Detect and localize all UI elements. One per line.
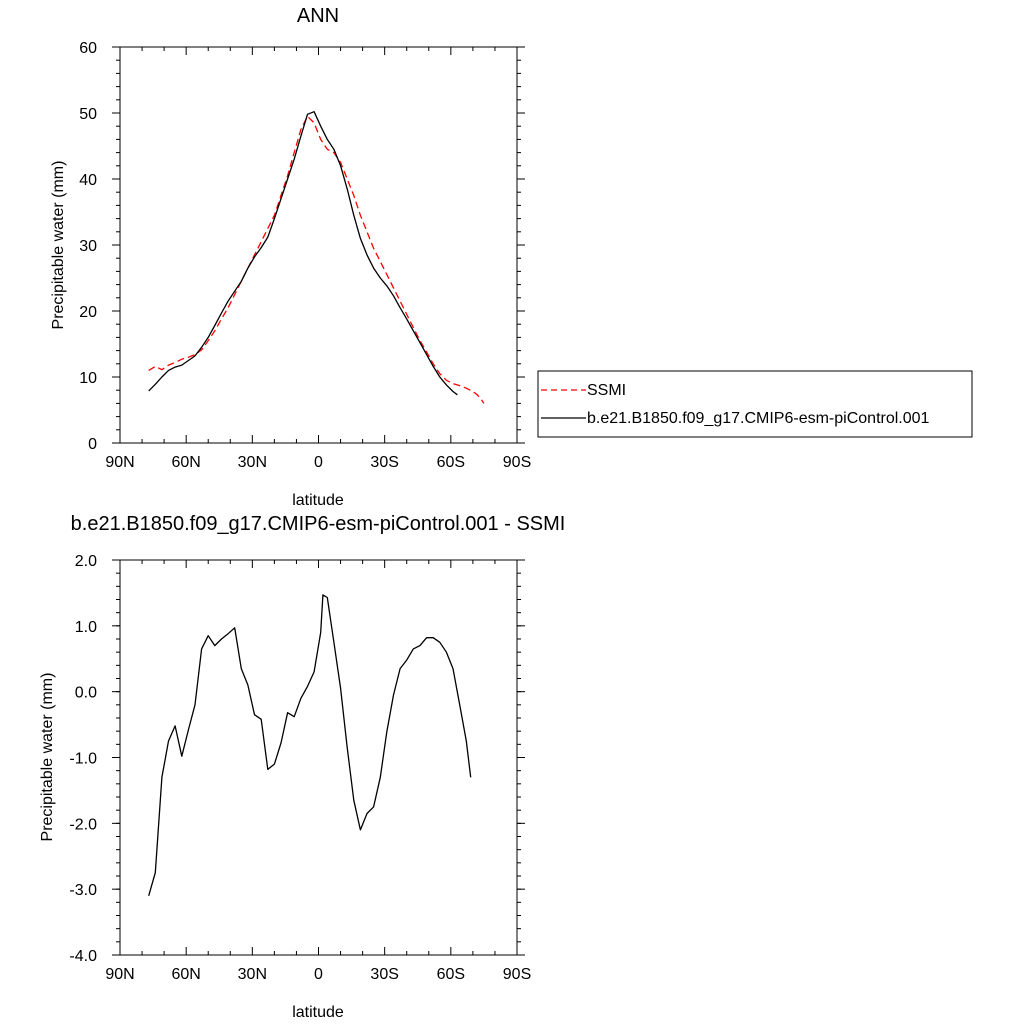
x-tick-label: 60S	[437, 454, 465, 471]
y-axis-label: Precipitable water (mm)	[50, 161, 67, 330]
x-tick-label: 30S	[370, 454, 398, 471]
x-tick-label: 90S	[503, 966, 531, 983]
y-tick-labels: -4.0 -3.0 -2.0 -1.0 0.0 1.0 2.0	[69, 553, 97, 965]
y-tick-label: 0.0	[75, 685, 97, 702]
tick-marks	[112, 559, 525, 956]
tick-marks	[112, 46, 525, 444]
y-tick-label: 2.0	[75, 553, 97, 570]
series-line-ssmi	[148, 115, 485, 404]
y-tick-label: -2.0	[69, 816, 97, 833]
x-tick-label: 60N	[171, 454, 200, 471]
y-tick-label: -1.0	[69, 751, 97, 768]
legend-label-model: b.e21.B1850.f09_g17.CMIP6-esm-piControl.…	[587, 410, 930, 427]
series-line-model	[148, 111, 458, 396]
y-axis-label: Precipitable water (mm)	[39, 673, 56, 842]
data-lines	[148, 594, 472, 896]
plot-frame	[119, 559, 518, 956]
y-tick-labels: 0 10 20 30 40 50 60	[79, 40, 97, 453]
y-tick-label: -3.0	[69, 882, 97, 899]
x-axis-label: latitude	[292, 492, 344, 509]
x-axis-label: latitude	[292, 1004, 344, 1021]
data-lines	[148, 111, 485, 404]
x-tick-label: 30N	[238, 966, 267, 983]
x-tick-label: 30S	[370, 966, 398, 983]
x-tick-labels: 90N 60N 30N 0 30S 60S 90S	[105, 454, 531, 471]
x-tick-label: 90N	[105, 454, 134, 471]
plot-frame	[119, 46, 518, 444]
legend-label-ssmi: SSMI	[587, 382, 626, 399]
y-tick-label: 50	[79, 106, 97, 123]
panel-annual-mean: ANN 90N 60N 30N 0 30S 60S 90S 0 10 20 30 40 50 60 la…	[50, 5, 531, 509]
x-tick-label: 30N	[238, 454, 267, 471]
x-tick-label: 0	[314, 966, 323, 983]
y-tick-label: 40	[79, 172, 97, 189]
y-tick-label: -4.0	[69, 948, 97, 965]
legend: SSMI b.e21.B1850.f09_g17.CMIP6-esm-piCon…	[537, 370, 973, 438]
y-tick-label: 10	[79, 370, 97, 387]
x-tick-label: 60S	[437, 966, 465, 983]
panel-difference: b.e21.B1850.f09_g17.CMIP6-esm-piControl.…	[39, 513, 565, 1021]
y-tick-label: 30	[79, 238, 97, 255]
y-tick-label: 60	[79, 40, 97, 57]
x-tick-label: 90S	[503, 454, 531, 471]
legend-box	[537, 370, 973, 438]
y-tick-label: 0	[88, 436, 97, 453]
y-tick-label: 1.0	[75, 619, 97, 636]
x-tick-label: 60N	[171, 966, 200, 983]
panel-title: ANN	[297, 5, 339, 27]
series-line-model	[148, 594, 472, 896]
x-tick-label: 0	[314, 454, 323, 471]
x-tick-label: 90N	[105, 966, 134, 983]
y-tick-label: 20	[79, 304, 97, 321]
panel-title: b.e21.B1850.f09_g17.CMIP6-esm-piControl.…	[71, 513, 566, 535]
x-tick-labels: 90N 60N 30N 0 30S 60S 90S	[105, 966, 531, 983]
